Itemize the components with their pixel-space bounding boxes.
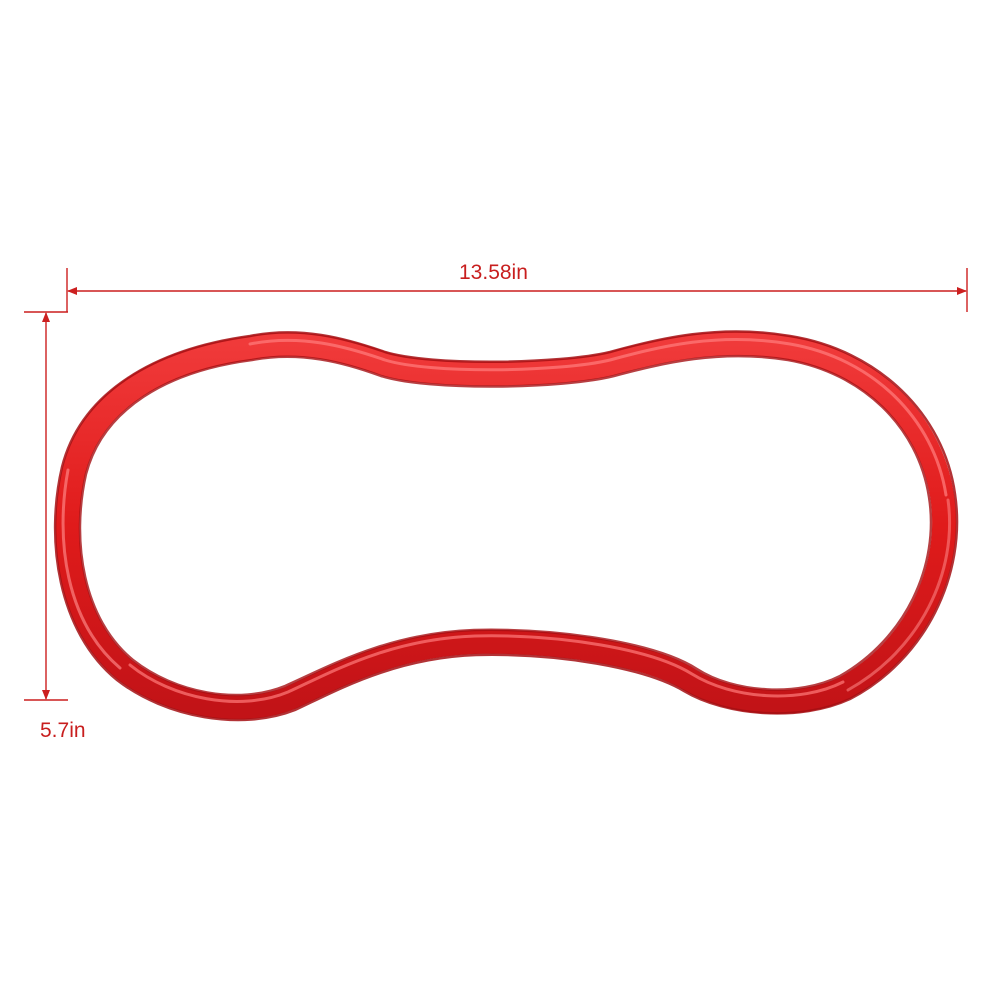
width-dimension-label: 13.58in (459, 261, 528, 284)
ring-inner-edge (78, 354, 933, 697)
ring-highlight-lower (128, 634, 845, 703)
ring-outer-edge (53, 330, 959, 722)
red-trim-ring-icon (53, 330, 959, 722)
ring-body (55, 331, 957, 720)
width-dimension (66, 268, 968, 312)
height-dimension (24, 311, 68, 701)
ring-highlight-left (61, 468, 122, 670)
height-dimension-label: 5.7in (40, 719, 86, 742)
ring-highlight (248, 337, 948, 497)
ring-highlight-right (846, 498, 952, 692)
